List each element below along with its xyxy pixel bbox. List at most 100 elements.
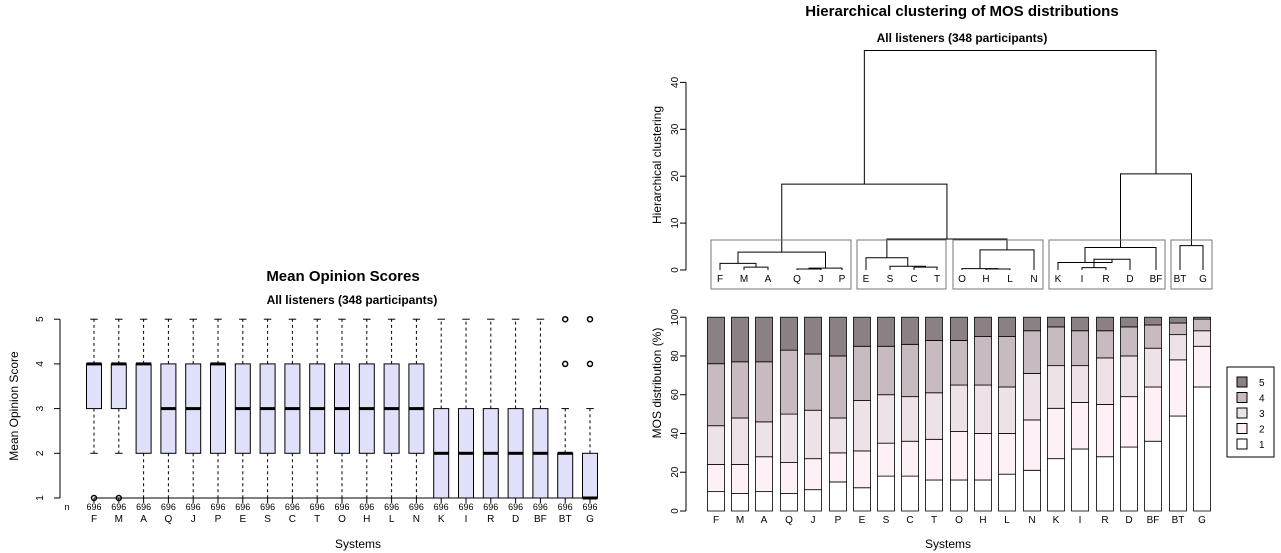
stacked-bar-segment-1: [998, 473, 1016, 512]
stacked-x-tick-label: T: [931, 515, 937, 526]
dendrogram-title: Hierarchical clustering of MOS distribut…: [805, 3, 1118, 20]
stacked-x-tick-label: D: [1125, 515, 1132, 526]
stacked-x-tick-label: K: [1053, 515, 1060, 526]
stacked-x-tick-label: G: [1198, 515, 1206, 526]
boxplot-x-tick-label: J: [191, 514, 196, 525]
stacked-bar-segment-4: [853, 345, 871, 401]
dendrogram-leaf-label: BT: [1174, 274, 1187, 285]
boxplot-x-tick-label: H: [363, 514, 370, 525]
stacked-bar-segment-1: [780, 493, 798, 512]
stacked-bar-segment-2: [877, 442, 895, 477]
boxplot-box: [86, 363, 102, 410]
boxplot-y-tick-label: 5: [35, 316, 46, 322]
stacked-bar-segment-5: [853, 316, 871, 347]
dendrogram-cluster-box: [856, 239, 947, 290]
stacked-x-tick-label: P: [835, 515, 842, 526]
stacked-bar-segment-3: [780, 413, 798, 463]
stacked-bar-segment-5: [877, 316, 895, 347]
dendrogram-leaf-label: F: [717, 274, 723, 285]
boxplot-n-value: 696: [161, 502, 176, 512]
dendrogram-cluster-box: [710, 239, 852, 290]
boxplot-subtitle: All listeners (348 participants): [267, 293, 438, 307]
stacked-bar-segment-4: [829, 355, 847, 419]
stacked-bar-segment-1: [1193, 386, 1211, 512]
boxplot-x-tick-label: T: [314, 514, 320, 525]
dendrogram-leaf-label: R: [1102, 274, 1109, 285]
dendrogram-link: [1081, 267, 1107, 270]
boxplot-outlier: [90, 494, 98, 502]
stacked-bar-segment-2: [1023, 419, 1041, 471]
boxplot-outlier: [586, 360, 594, 368]
dendrogram-link: [979, 249, 1035, 270]
boxplot-n-value: 696: [310, 502, 325, 512]
stacked-bar-segment-5: [925, 316, 943, 341]
stacked-y-tick-label: 20: [670, 466, 681, 478]
dendrogram-cluster-box: [952, 239, 1044, 290]
stacked-x-tick-label: I: [1079, 515, 1082, 526]
stacked-bar-segment-5: [998, 316, 1016, 337]
boxplot-n-value: 696: [334, 502, 349, 512]
stacked-bar-segment-3: [901, 396, 919, 442]
stacked-bar-segment-4: [1047, 326, 1065, 367]
stacked-bar-segment-4: [1120, 326, 1138, 357]
boxplot-n-value: 696: [582, 502, 597, 512]
stacked-bar-segment-3: [1120, 355, 1138, 398]
stacked-bar-segment-5: [1071, 316, 1089, 332]
stacked-x-tick-label: BT: [1172, 515, 1185, 526]
stacked-bar-segment-2: [998, 433, 1016, 475]
stacked-x-tick-label: H: [979, 515, 986, 526]
boxplot-n-value: 696: [558, 502, 573, 512]
stacked-bar-segment-1: [829, 481, 847, 512]
stacked-x-tick-label: E: [859, 515, 866, 526]
stacked-bar-segment-3: [998, 386, 1016, 434]
boxplot-y-tick-label: 1: [35, 495, 46, 501]
boxplot-x-tick-label: A: [140, 514, 147, 525]
stacked-x-tick-label: S: [883, 515, 890, 526]
dendrogram-leaf-label: H: [982, 274, 989, 285]
boxplot-n-value: 696: [533, 502, 548, 512]
boxplot-x-tick-label: R: [487, 514, 494, 525]
stacked-bar-segment-5: [829, 316, 847, 357]
stacked-bar-segment-3: [877, 394, 895, 444]
stacked-bar-segment-3: [829, 417, 847, 454]
stacked-bar-segment-4: [1169, 322, 1187, 336]
stacked-x-label: Systems: [925, 537, 971, 551]
boxplot-x-tick-label: O: [338, 514, 346, 525]
dendrogram-y-tick-label: 0: [670, 267, 681, 273]
stacked-bar-segment-4: [780, 349, 798, 415]
boxplot-n-value: 696: [508, 502, 523, 512]
boxplot-outlier: [586, 315, 594, 323]
boxplot-title: Mean Opinion Scores: [266, 268, 419, 285]
stacked-bar-segment-3: [707, 425, 725, 465]
boxplot-x-tick-label: G: [586, 514, 594, 525]
boxplot-n-value: 696: [136, 502, 151, 512]
dendrogram-y-tick-label: 30: [670, 123, 681, 135]
stacked-bar-segment-3: [1193, 330, 1211, 347]
stacked-x-tick-label: Q: [785, 515, 793, 526]
boxplot-x-tick-label: P: [215, 514, 222, 525]
boxplot-box: [135, 363, 152, 454]
dendrogram-link: [913, 266, 938, 270]
stacked-bar-segment-1: [974, 479, 992, 512]
boxplot-box: [110, 363, 127, 410]
stacked-bar-segment-2: [1120, 396, 1138, 448]
dendrogram-cluster-box: [1048, 239, 1166, 290]
stacked-legend: 5 4 3 2 1: [1226, 366, 1275, 458]
dendrogram-link: [886, 238, 1008, 258]
dendrogram-y-tick-label: 20: [670, 170, 681, 182]
dendrogram-subtitle: All listeners (348 participants): [877, 31, 1048, 45]
stacked-bar-segment-5: [1047, 316, 1065, 328]
stacked-bar-segment-4: [804, 353, 822, 411]
dendrogram-leaf-label: N: [1030, 274, 1037, 285]
legend-label: 1: [1259, 440, 1265, 451]
boxplot-n-value: 696: [186, 502, 201, 512]
stacked-x-tick-label: M: [736, 515, 744, 526]
stacked-bar-segment-5: [901, 316, 919, 345]
stacked-x-tick-label: C: [906, 515, 913, 526]
boxplot-x-tick-label: D: [512, 514, 519, 525]
dendrogram-leaf-label: S: [887, 274, 894, 285]
dendrogram-link: [985, 268, 1011, 270]
boxplot-x-tick-label: L: [389, 514, 395, 525]
stacked-bar-segment-1: [901, 475, 919, 512]
stacked-bar-segment-4: [1096, 330, 1114, 359]
